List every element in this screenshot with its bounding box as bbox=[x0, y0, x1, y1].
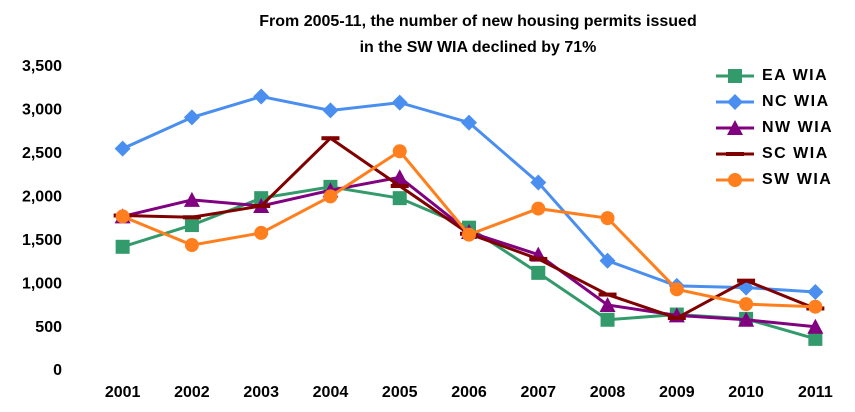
point bbox=[183, 109, 200, 126]
point bbox=[808, 299, 823, 314]
point bbox=[114, 140, 131, 157]
y-tick-label: 3,500 bbox=[22, 58, 62, 75]
point bbox=[461, 114, 477, 131]
point bbox=[529, 256, 548, 261]
legend-label: EA WIA bbox=[762, 67, 828, 84]
point bbox=[808, 331, 823, 346]
point bbox=[254, 225, 269, 240]
x-tick-label: 2009 bbox=[659, 384, 695, 401]
x-tick-label: 2003 bbox=[243, 384, 279, 401]
x-tick-label: 2004 bbox=[313, 384, 349, 401]
y-tick-label: 2,500 bbox=[22, 145, 62, 162]
point bbox=[183, 191, 200, 207]
legend-marker bbox=[726, 152, 744, 156]
y-tick-label: 0 bbox=[53, 362, 62, 379]
chart-title: From 2005-11, the number of new housing … bbox=[259, 13, 696, 30]
chart-title: in the SW WIA declined by 71% bbox=[360, 39, 597, 56]
point bbox=[391, 169, 408, 185]
point bbox=[391, 94, 408, 111]
x-tick-label: 2011 bbox=[798, 384, 833, 401]
legend-label: SW WIA bbox=[762, 171, 832, 188]
point bbox=[667, 316, 686, 321]
point bbox=[392, 144, 407, 159]
x-tick-label: 2007 bbox=[520, 384, 556, 401]
point bbox=[462, 227, 476, 242]
point bbox=[807, 283, 824, 300]
y-tick-label: 3,000 bbox=[22, 102, 62, 119]
point bbox=[115, 239, 130, 254]
point bbox=[531, 201, 546, 216]
point bbox=[531, 265, 546, 280]
legend-label: NW WIA bbox=[762, 119, 833, 136]
y-tick-label: 500 bbox=[35, 319, 62, 336]
point bbox=[253, 88, 270, 105]
point bbox=[530, 174, 547, 191]
point bbox=[321, 136, 340, 141]
point bbox=[390, 183, 409, 188]
point bbox=[184, 238, 199, 253]
point bbox=[599, 252, 616, 269]
legend-label: SC WIA bbox=[762, 145, 829, 162]
series-line bbox=[122, 185, 816, 341]
y-tick-label: 1,500 bbox=[22, 232, 62, 249]
x-tick-label: 2006 bbox=[451, 384, 487, 401]
point bbox=[737, 278, 756, 283]
point bbox=[669, 282, 684, 297]
point bbox=[598, 292, 617, 297]
legend-label: NC WIA bbox=[762, 93, 830, 110]
point bbox=[739, 297, 754, 312]
point bbox=[115, 209, 130, 224]
y-tick-label: 1,000 bbox=[22, 275, 62, 292]
point bbox=[599, 296, 616, 312]
point bbox=[184, 218, 199, 233]
x-tick-label: 2010 bbox=[728, 384, 764, 401]
legend-marker bbox=[727, 94, 743, 110]
x-tick-label: 2002 bbox=[174, 384, 210, 401]
legend-marker bbox=[727, 120, 743, 135]
legend-marker bbox=[728, 173, 742, 187]
point bbox=[182, 215, 201, 220]
series-line bbox=[122, 175, 816, 329]
point bbox=[252, 203, 271, 208]
point bbox=[807, 318, 824, 334]
y-tick-label: 2,000 bbox=[22, 189, 62, 206]
point bbox=[322, 102, 339, 119]
point bbox=[323, 189, 338, 204]
point bbox=[392, 191, 407, 206]
x-tick-label: 2005 bbox=[382, 384, 418, 401]
x-tick-label: 2008 bbox=[590, 384, 626, 401]
point bbox=[600, 211, 615, 226]
point bbox=[738, 311, 755, 327]
legend-marker bbox=[728, 69, 742, 83]
point bbox=[600, 312, 615, 327]
x-tick-label: 2001 bbox=[105, 384, 141, 401]
